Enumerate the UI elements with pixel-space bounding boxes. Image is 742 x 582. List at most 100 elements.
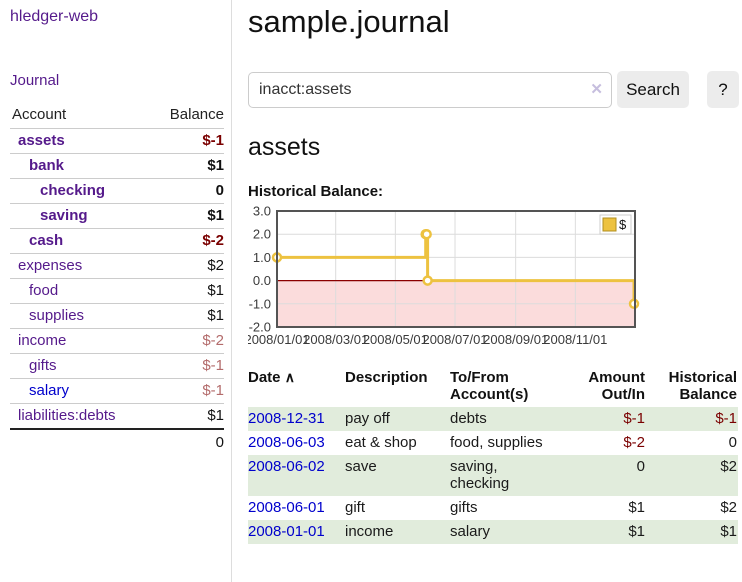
- account-link[interactable]: saving: [40, 207, 88, 224]
- account-row: checking 0: [10, 178, 224, 204]
- transaction-accounts: salary: [450, 523, 491, 540]
- account-link[interactable]: supplies: [29, 307, 85, 324]
- account-row: income $-2: [10, 328, 224, 354]
- svg-text:2008/05/01: 2008/05/01: [363, 332, 428, 347]
- page-title: sample.journal: [248, 4, 450, 39]
- main-content: sample.journal ✕ Search ? assets Histori…: [248, 0, 740, 544]
- transaction-amount: $-2: [623, 434, 645, 451]
- transaction-description: income: [345, 523, 394, 540]
- account-row: food $1: [10, 278, 224, 304]
- accounts-header-balance: Balance: [149, 102, 224, 129]
- account-balance: $1: [149, 303, 224, 329]
- account-link[interactable]: cash: [29, 232, 64, 249]
- search-form: ✕ Search ?: [248, 71, 740, 108]
- transaction-date-link[interactable]: 2008-06-02: [248, 458, 325, 475]
- account-row: saving $1: [10, 203, 224, 229]
- transaction-balance: $2: [720, 499, 737, 516]
- help-button[interactable]: ?: [707, 71, 739, 108]
- account-link[interactable]: gifts: [29, 357, 57, 374]
- svg-text:2008/11/01: 2008/11/01: [543, 332, 607, 347]
- account-balance: $-2: [149, 228, 224, 254]
- search-input[interactable]: [248, 71, 612, 108]
- column-header-date: Date ∧: [248, 369, 295, 386]
- account-link[interactable]: checking: [40, 182, 106, 199]
- account-link[interactable]: bank: [29, 157, 65, 174]
- account-row: bank $1: [10, 153, 224, 179]
- account-balance: $1: [149, 203, 224, 229]
- transaction-accounts: debts: [450, 410, 487, 427]
- account-link[interactable]: income: [18, 332, 67, 349]
- transaction-row: 2008-06-01 gift gifts $1 $2: [248, 496, 738, 520]
- account-balance: 0: [149, 178, 224, 204]
- account-balance: $1: [149, 278, 224, 304]
- transaction-rows: 2008-12-31 pay off debts $-1 $-1 2008-06-03 ea…: [248, 407, 738, 544]
- svg-text:2.0: 2.0: [253, 227, 271, 242]
- transaction-amount: 0: [636, 458, 645, 475]
- app-brand-link[interactable]: hledger-web: [10, 8, 99, 25]
- sort-ascending-icon: ∧: [284, 369, 295, 385]
- account-row: cash $-2: [10, 228, 224, 254]
- account-balance: $-1: [149, 353, 224, 379]
- data-point-marker: [421, 228, 432, 240]
- account-row: salary $-1: [10, 378, 224, 404]
- transaction-row: 2008-01-01 income salary $1 $1: [248, 520, 738, 544]
- svg-text:2008/01/01: 2008/01/01: [248, 332, 310, 347]
- transaction-balance: $-1: [715, 410, 737, 427]
- account-link[interactable]: food: [29, 282, 59, 299]
- transaction-row: 2008-12-31 pay off debts $-1 $-1: [248, 407, 738, 431]
- legend-swatch-icon: [602, 217, 617, 232]
- account-balance: $-1: [149, 378, 224, 404]
- account-balance: $1: [149, 403, 224, 429]
- svg-text:1.0: 1.0: [253, 250, 271, 265]
- transaction-row: 2008-06-02 save saving, checking 0 $2: [248, 455, 738, 496]
- transaction-accounts: gifts: [450, 499, 478, 516]
- chart-title: Historical Balance:: [248, 183, 384, 200]
- clear-search-icon[interactable]: ✕: [590, 80, 603, 98]
- transaction-accounts: food, supplies: [450, 434, 543, 451]
- account-link[interactable]: salary: [29, 382, 70, 399]
- account-balance: $2: [149, 253, 224, 279]
- svg-text:0.0: 0.0: [253, 273, 271, 288]
- svg-text:2008/09/01: 2008/09/01: [483, 332, 548, 347]
- column-header-description: Description: [345, 369, 428, 386]
- account-balance: $-2: [149, 328, 224, 354]
- transaction-date-link[interactable]: 2008-06-01: [248, 499, 325, 516]
- account-rows: assets $-1 bank $1 checking 0 saving $1 cash $-2 e…: [10, 129, 224, 429]
- sidebar: hledger-web Journal Account Balance asse…: [0, 0, 232, 582]
- svg-text:-2.0: -2.0: [249, 320, 271, 335]
- svg-text:-1.0: -1.0: [249, 296, 271, 311]
- account-row: liabilities:debts $1: [10, 403, 224, 429]
- account-heading: assets: [248, 133, 321, 161]
- column-header-amount: Amount Out/In: [588, 369, 645, 403]
- transaction-description: gift: [345, 499, 366, 516]
- svg-text:$: $: [619, 217, 627, 232]
- transaction-amount: $-1: [623, 410, 645, 427]
- accounts-table: Account Balance assets $-1 bank $1 checking 0…: [10, 102, 224, 455]
- transaction-balance: 0: [728, 434, 737, 451]
- account-row: supplies $1: [10, 303, 224, 329]
- search-button[interactable]: Search: [617, 71, 689, 108]
- balance-chart[interactable]: 3.0 2.0 1.0 0.0 -1.0 -2.02008/01/012008/03/01…: [248, 205, 640, 353]
- transaction-balance: $2: [720, 458, 737, 475]
- plot-border: [276, 210, 636, 328]
- transaction-amount: $1: [628, 523, 645, 540]
- transaction-date-link[interactable]: 2008-01-01: [248, 523, 325, 540]
- svg-text:2008/03/01: 2008/03/01: [303, 332, 368, 347]
- account-row: gifts $-1: [10, 353, 224, 379]
- svg-text:3.0: 3.0: [253, 205, 271, 219]
- accounts-total: 0: [149, 428, 224, 455]
- accounts-total-row: 0: [10, 428, 224, 455]
- account-link[interactable]: expenses: [18, 257, 83, 274]
- account-link[interactable]: assets: [18, 132, 65, 149]
- column-header-balance: Historical Balance: [668, 369, 737, 403]
- sidebar-item-journal[interactable]: Journal: [10, 72, 60, 89]
- transaction-balance: $1: [720, 523, 737, 540]
- transaction-date-link[interactable]: 2008-12-31: [248, 410, 325, 427]
- transaction-row: 2008-06-03 eat & shop food, supplies $-2 0: [248, 431, 738, 455]
- account-link[interactable]: liabilities:debts: [18, 407, 116, 424]
- transaction-description: pay off: [345, 410, 390, 427]
- account-row: expenses $2: [10, 253, 224, 279]
- transaction-amount: $1: [628, 499, 645, 516]
- transaction-date-link[interactable]: 2008-06-03: [248, 434, 325, 451]
- column-header-accounts: To/From Account(s): [450, 369, 529, 403]
